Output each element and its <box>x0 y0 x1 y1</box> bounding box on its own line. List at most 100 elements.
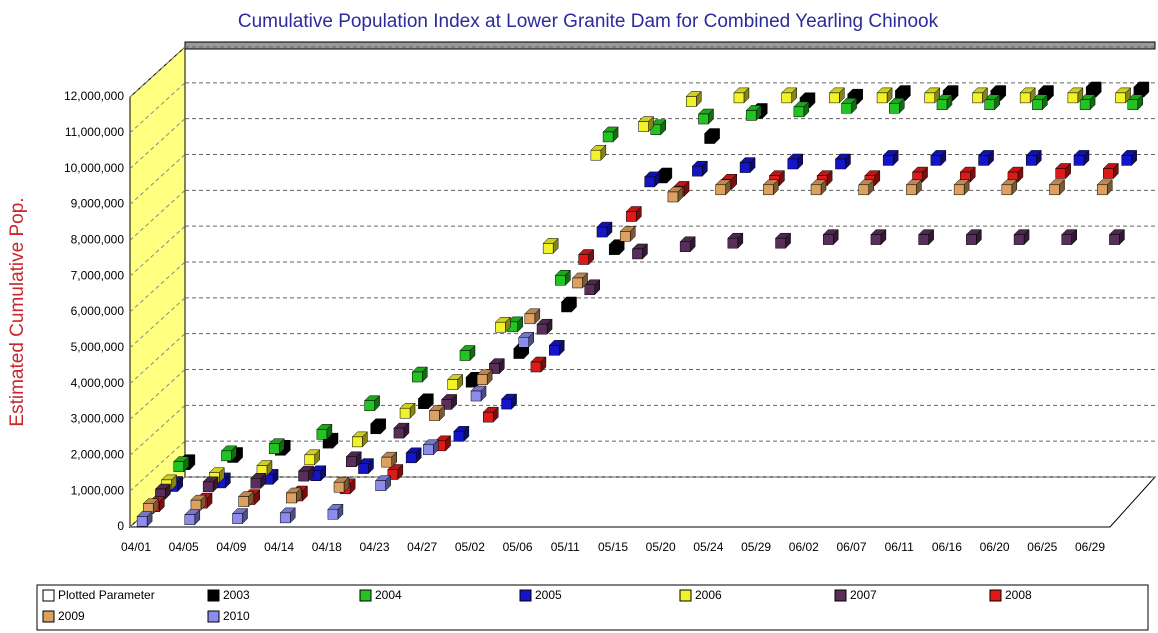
y-tick-label: 12,000,000 <box>64 89 124 103</box>
marker <box>370 423 381 435</box>
legend <box>36 584 1149 631</box>
marker <box>906 184 917 196</box>
y-tick-label: 7,000,000 <box>71 268 125 282</box>
marker <box>1103 168 1114 179</box>
marker <box>727 237 739 249</box>
marker <box>787 158 799 170</box>
y-tick-label: 1,000,000 <box>71 483 125 497</box>
marker <box>555 275 566 286</box>
x-tick-label: 04/14 <box>264 540 294 554</box>
marker <box>1001 184 1013 196</box>
y-tick-label: 3,000,000 <box>71 412 125 426</box>
marker <box>405 452 417 464</box>
marker <box>333 481 345 493</box>
marker <box>1096 184 1108 196</box>
y-tick-label: 5,000,000 <box>71 340 125 354</box>
grid-line <box>129 46 186 98</box>
marker <box>1032 99 1043 110</box>
marker <box>202 481 214 493</box>
x-tick-label: 06/11 <box>885 540 914 554</box>
grid-line <box>129 369 186 420</box>
x-tick-label: 05/24 <box>693 540 723 554</box>
y-tick-label: 10,000,000 <box>64 161 124 175</box>
legend-label: 2004 <box>375 588 402 602</box>
marker <box>453 431 465 442</box>
x-tick-label: 04/09 <box>216 540 246 554</box>
marker <box>482 411 494 423</box>
marker <box>316 429 328 440</box>
marker <box>596 226 608 238</box>
marker <box>953 184 965 196</box>
marker <box>465 376 477 388</box>
marker <box>1079 99 1091 110</box>
marker <box>1115 92 1126 104</box>
top-edge <box>184 41 1156 50</box>
marker <box>1013 234 1025 245</box>
x-tick-label: 04/05 <box>169 540 199 554</box>
marker <box>889 103 900 114</box>
marker <box>626 211 637 222</box>
grid-line <box>129 297 186 349</box>
marker <box>190 499 202 511</box>
marker <box>924 92 936 104</box>
grid-line <box>129 118 186 170</box>
marker <box>536 323 548 335</box>
x-tick-label: 06/07 <box>836 540 866 554</box>
marker <box>412 371 423 383</box>
marker <box>447 379 459 390</box>
x-tick-label: 05/06 <box>503 540 533 554</box>
marker <box>1026 155 1037 166</box>
legend-swatch <box>359 589 372 602</box>
x-tick-label: 05/15 <box>598 540 628 554</box>
marker <box>322 437 334 449</box>
marker <box>352 436 363 448</box>
marker <box>590 149 602 161</box>
legend-label: 2003 <box>223 588 250 602</box>
grid-line <box>129 154 186 205</box>
marker <box>775 237 786 249</box>
y-tick-label: 8,000,000 <box>71 233 125 247</box>
grid-line <box>129 333 186 385</box>
marker <box>364 400 375 411</box>
x-tick-label: 05/20 <box>646 540 676 554</box>
legend-label: 2006 <box>695 588 722 602</box>
marker <box>221 450 232 462</box>
marker <box>1049 184 1060 196</box>
marker <box>930 155 942 166</box>
legend-swatch <box>42 589 55 602</box>
grid-line <box>129 189 186 241</box>
marker <box>476 374 488 385</box>
marker <box>936 99 948 110</box>
marker <box>470 390 482 402</box>
marker <box>835 158 846 170</box>
y-tick-label: 0 <box>117 519 124 533</box>
marker <box>459 350 471 361</box>
x-tick-label: 06/02 <box>789 540 819 554</box>
y-tick-label: 11,000,000 <box>65 125 124 139</box>
y-tick-label: 4,000,000 <box>71 376 125 390</box>
marker <box>279 512 291 524</box>
marker <box>650 124 662 136</box>
legend-label: 2008 <box>1005 588 1032 602</box>
marker <box>822 234 834 245</box>
marker <box>763 184 774 196</box>
marker <box>781 92 792 104</box>
marker <box>667 191 679 203</box>
x-tick-label: 05/11 <box>551 540 580 554</box>
marker <box>399 407 411 419</box>
marker <box>978 155 989 166</box>
marker <box>572 277 583 289</box>
marker <box>698 113 709 125</box>
x-tick-label: 06/29 <box>1075 540 1105 554</box>
grid-line <box>129 404 186 456</box>
marker <box>393 427 405 439</box>
marker <box>136 516 148 527</box>
marker <box>602 131 614 143</box>
marker <box>644 176 655 188</box>
marker <box>739 162 751 173</box>
marker <box>304 454 315 466</box>
marker <box>418 398 429 409</box>
marker <box>184 514 196 525</box>
legend-swatch <box>679 589 692 602</box>
